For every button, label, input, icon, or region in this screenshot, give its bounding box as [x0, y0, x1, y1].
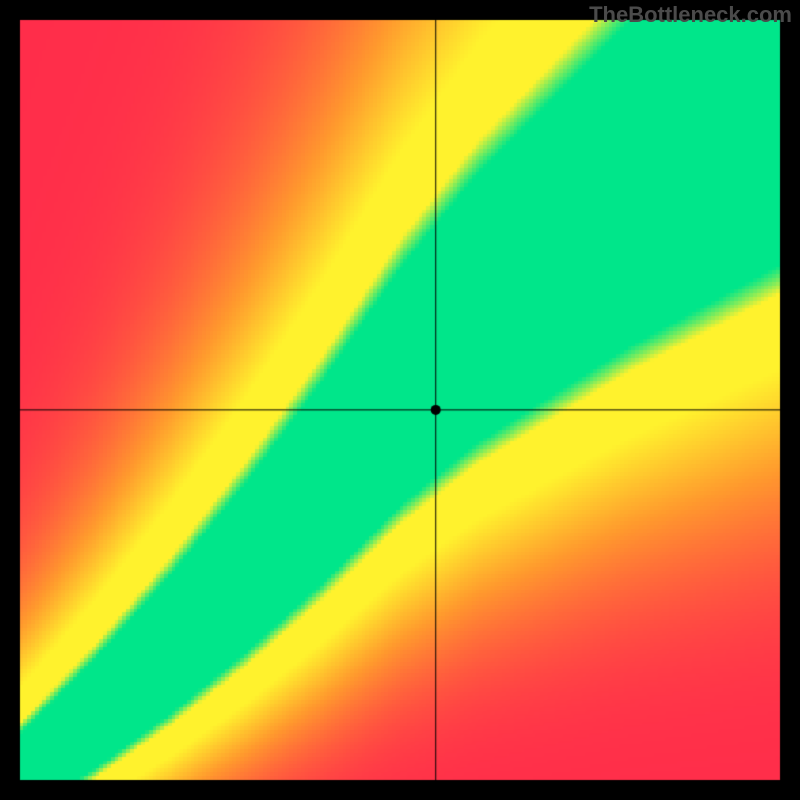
bottleneck-heatmap [0, 0, 800, 800]
chart-container: TheBottleneck.com [0, 0, 800, 800]
